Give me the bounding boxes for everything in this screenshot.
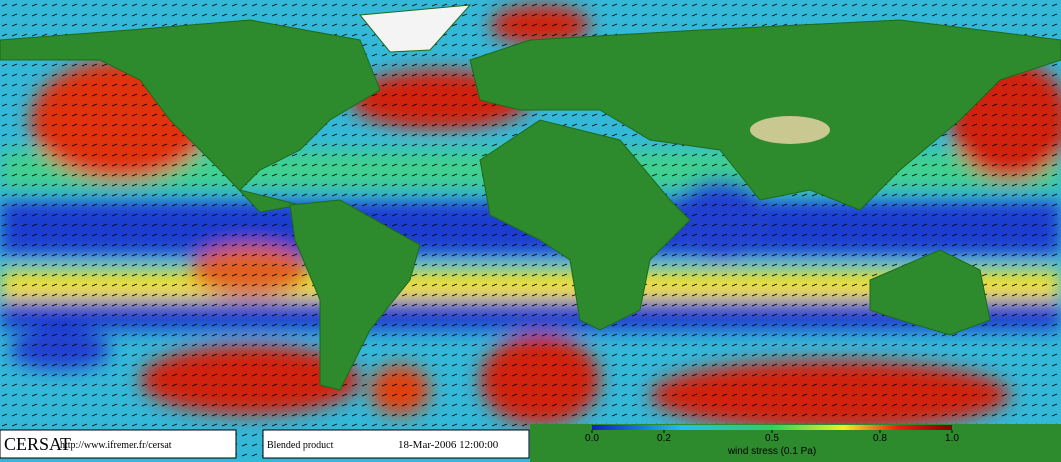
date: 18-Mar-2006 12:00:00 <box>398 439 499 451</box>
url: http://www.ifremer.fr/cersat <box>60 440 172 451</box>
colorbar-tick-label: 0.0 <box>585 433 599 444</box>
colorbar-tick-label: 1.0 <box>945 433 959 444</box>
product-box <box>262 429 530 459</box>
africa <box>479 119 691 331</box>
colorbar-tick-label: 0.5 <box>765 433 779 444</box>
eurasia <box>469 19 1061 211</box>
tibet <box>750 116 830 144</box>
north-america <box>0 19 381 213</box>
colorbar <box>592 425 952 430</box>
colorbar-label: wind stress (0.1 Pa) <box>727 446 816 457</box>
logo: CERSAT <box>4 434 71 454</box>
australia <box>869 249 991 336</box>
colorbar-tick-label: 0.2 <box>657 433 671 444</box>
colorbar-panel <box>530 424 1061 462</box>
south-america <box>289 199 421 391</box>
logo-box <box>0 429 237 459</box>
land <box>0 4 1061 391</box>
product: Blended product <box>267 440 334 451</box>
colorbar-tick-label: 0.8 <box>873 433 887 444</box>
greenland <box>359 4 472 53</box>
